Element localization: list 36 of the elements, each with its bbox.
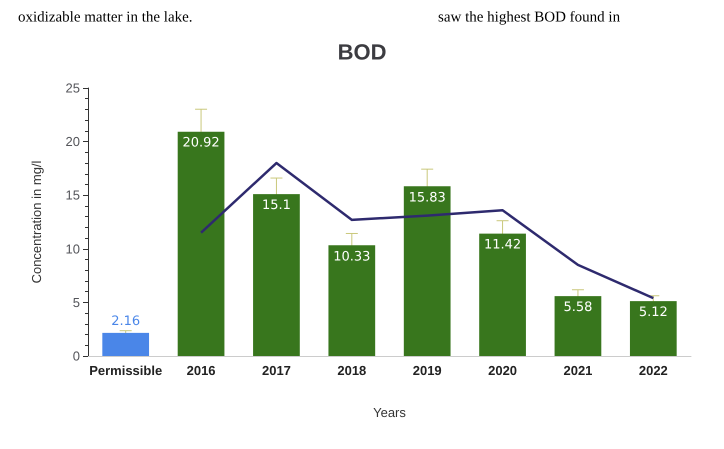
bar — [253, 194, 300, 356]
y-tick-label: 10 — [66, 241, 80, 256]
text: oxidizable matter in the lake. — [18, 10, 193, 26]
data-label: 5.58 — [563, 300, 592, 316]
bar — [554, 296, 602, 356]
bar — [328, 245, 376, 356]
x-tick-label: 2018 — [337, 363, 366, 378]
x-axis-title: Years — [373, 405, 406, 420]
y-tick-label: 15 — [66, 188, 80, 203]
x-tick-label: 2022 — [638, 363, 668, 378]
y-tick-label: 20 — [66, 134, 80, 150]
x-tick-label: 2021 — [563, 363, 592, 378]
y-tick-label: 5 — [72, 294, 80, 310]
chart-title: BOD — [338, 40, 386, 64]
x-tick-label: 2019 — [412, 363, 442, 378]
text: saw the highest BOD found in — [438, 10, 621, 26]
data-label: 20.92 — [182, 136, 220, 151]
x-tick-label: Permissible — [89, 363, 162, 378]
data-label: 15.83 — [408, 190, 446, 206]
bar — [178, 132, 224, 356]
data-label: 2.16 — [111, 314, 140, 329]
bar — [102, 332, 150, 356]
data-label: 11.42 — [484, 238, 522, 253]
line-series — [200, 162, 655, 300]
bar — [404, 186, 451, 356]
y-tick-label: 25 — [66, 80, 80, 96]
data-label: 5.12 — [638, 305, 668, 320]
y-axis-title: Concentration in mg/l — [29, 160, 44, 284]
x-tick-label: 2016 — [186, 363, 216, 378]
data-label: 10.33 — [333, 249, 370, 264]
x-tick-label: 2017 — [262, 363, 291, 378]
data-label: 15.1 — [262, 198, 291, 214]
y-tick-label: 0 — [72, 348, 80, 364]
bar — [630, 301, 677, 356]
x-tick-label: 2020 — [488, 363, 518, 378]
bar — [479, 234, 526, 356]
